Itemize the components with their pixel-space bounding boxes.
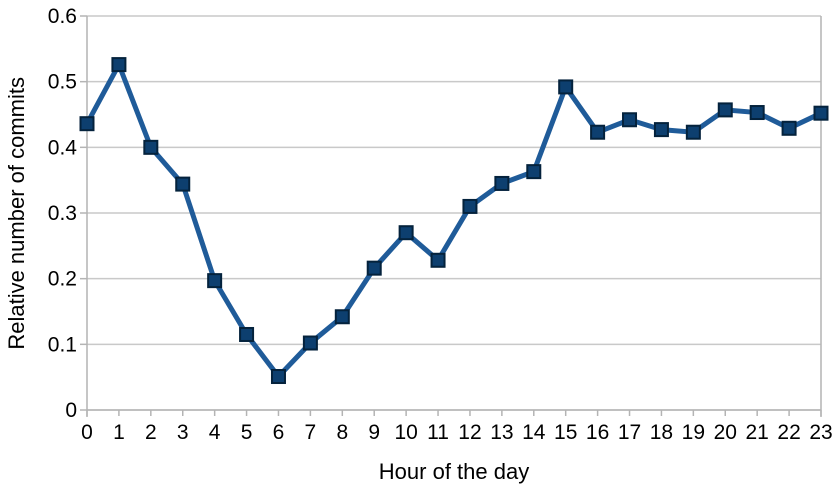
x-tick-label: 6 [273, 421, 285, 444]
x-axis-title: Hour of the day [378, 459, 530, 484]
data-point-marker [79, 116, 95, 132]
data-point-marker [494, 175, 510, 191]
x-tick-label: 10 [394, 421, 417, 444]
x-tick-label: 4 [209, 421, 221, 444]
y-tick-label: 0.6 [48, 5, 77, 28]
commits-series-line [84, 58, 824, 381]
x-tick-label: 22 [777, 421, 800, 444]
y-tick-label: 0.3 [48, 202, 77, 225]
data-point-marker [462, 198, 478, 214]
data-point-marker [622, 112, 638, 128]
y-tick-label: 0.2 [48, 268, 77, 291]
y-tick-label: 0 [65, 399, 77, 422]
x-tick-label: 11 [427, 421, 449, 444]
x-tick-label: 12 [458, 421, 481, 444]
data-point-marker [270, 369, 286, 385]
y-tick-label: 0.1 [48, 333, 77, 356]
x-tick-label: 14 [522, 421, 546, 444]
x-tick-label: 5 [241, 421, 253, 444]
x-tick-label: 8 [336, 421, 348, 444]
data-point-marker [175, 176, 191, 192]
x-tick-label: 7 [305, 421, 317, 444]
x-tick-label: 21 [745, 421, 768, 444]
data-point-marker [558, 79, 574, 95]
x-tick-label: 0 [81, 421, 93, 444]
data-point-marker [781, 120, 797, 136]
x-tick-label: 2 [145, 421, 157, 444]
data-point-marker [430, 252, 446, 268]
y-tick-label: 0.4 [48, 136, 78, 159]
data-point-marker [239, 326, 255, 342]
data-point-marker [302, 335, 318, 351]
data-point-marker [749, 105, 765, 121]
x-tick-label: 9 [368, 421, 380, 444]
x-tick-label: 17 [618, 421, 641, 444]
x-tick-label: 3 [177, 421, 189, 444]
data-point-marker [334, 309, 350, 325]
y-axis-title-box: Relative number of commits [2, 16, 32, 410]
data-point-marker [813, 105, 829, 121]
data-point-marker [526, 164, 542, 180]
x-tick-label: 1 [113, 421, 125, 444]
x-tick-label: 13 [490, 421, 513, 444]
data-point-marker [685, 124, 701, 140]
data-point-marker [366, 260, 382, 276]
data-point-marker [398, 225, 414, 241]
x-tick-label: 19 [682, 421, 705, 444]
y-tick-label: 0.5 [48, 71, 77, 94]
x-tick-label: 16 [586, 421, 609, 444]
data-point-marker [207, 273, 223, 289]
data-point-marker [717, 102, 733, 118]
y-axis-title: Relative number of commits [4, 76, 29, 350]
x-tick-label: 20 [714, 421, 737, 444]
data-point-marker [653, 122, 669, 138]
data-point-marker [111, 57, 127, 73]
x-tick-label: 18 [650, 421, 673, 444]
x-tick-label: 15 [554, 421, 577, 444]
x-tick-label: 23 [809, 421, 832, 444]
data-point-marker [590, 124, 606, 140]
data-point-marker [143, 139, 159, 155]
